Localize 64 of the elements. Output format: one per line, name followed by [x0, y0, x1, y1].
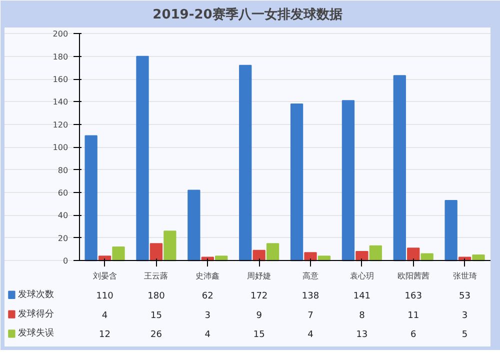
- bar: [136, 56, 149, 262]
- data-label: 7: [308, 310, 314, 321]
- y-tick-label: 140: [52, 98, 68, 107]
- data-label: 13: [356, 330, 368, 340]
- bar: [112, 246, 125, 262]
- data-label: 110: [96, 291, 114, 302]
- bar: [150, 243, 163, 262]
- bar: [407, 248, 420, 262]
- y-tick-label: 0: [62, 256, 68, 266]
- legend-label: 发球失误: [18, 328, 54, 339]
- x-tick-label: 欧阳茜茜: [397, 272, 430, 281]
- data-label: 15: [253, 330, 265, 340]
- data-label: 53: [459, 291, 471, 302]
- y-tick-label: 20: [58, 234, 68, 243]
- bar: [266, 243, 280, 262]
- y-tick-label: 60: [58, 188, 68, 198]
- y-tick-label: 100: [52, 143, 68, 152]
- y-tick-label: 160: [52, 75, 68, 84]
- bar: [188, 190, 200, 262]
- data-label: 26: [150, 330, 162, 340]
- bar: [252, 250, 266, 262]
- bar: [164, 230, 176, 262]
- data-label: 172: [250, 291, 268, 302]
- x-tick-label: 袁心玥: [350, 272, 374, 281]
- chart-title: 2019-20赛季八一女排发球数据: [152, 6, 342, 22]
- bar: [356, 251, 368, 262]
- y-tick-label: 80: [58, 166, 68, 175]
- data-label: 138: [302, 291, 320, 302]
- y-tick-label: 120: [52, 120, 68, 130]
- x-tick-label: 周妤婕: [247, 272, 272, 281]
- x-tick-label: 王云蕗: [144, 272, 168, 281]
- data-label: 4: [308, 330, 314, 340]
- x-tick-label: 高意: [302, 272, 318, 281]
- y-tick-label: 200: [52, 30, 68, 39]
- bar: [84, 135, 98, 262]
- data-label: 5: [462, 330, 468, 340]
- legend-label: 发球次数: [18, 288, 54, 300]
- data-label: 4: [102, 310, 108, 321]
- data-label: 180: [148, 291, 166, 302]
- data-label: 11: [408, 310, 420, 321]
- data-label: 8: [359, 310, 366, 321]
- y-tick-label: 40: [58, 211, 68, 220]
- bar: [393, 75, 406, 262]
- bar: [444, 200, 458, 262]
- bar: [239, 64, 252, 262]
- data-label: 12: [99, 330, 111, 340]
- bar: [342, 100, 355, 262]
- bar: [304, 252, 317, 262]
- data-label: 4: [204, 330, 211, 340]
- bar: [290, 104, 304, 262]
- data-label: 62: [202, 291, 214, 302]
- y-tick-label: 180: [52, 52, 68, 62]
- data-label: 9: [256, 310, 262, 321]
- data-label: 3: [462, 310, 468, 321]
- bar: [369, 245, 382, 262]
- data-label: 3: [204, 310, 211, 321]
- data-label: 6: [410, 330, 416, 340]
- legend-label: 发球得分: [18, 308, 54, 320]
- data-label: 163: [404, 291, 422, 302]
- x-tick-label: 史沛鑫: [196, 272, 220, 281]
- x-tick-label: 刘晏含: [92, 272, 117, 281]
- data-label: 15: [150, 310, 162, 321]
- data-label: 141: [353, 291, 371, 302]
- x-tick-label: 张世琦: [452, 272, 477, 281]
